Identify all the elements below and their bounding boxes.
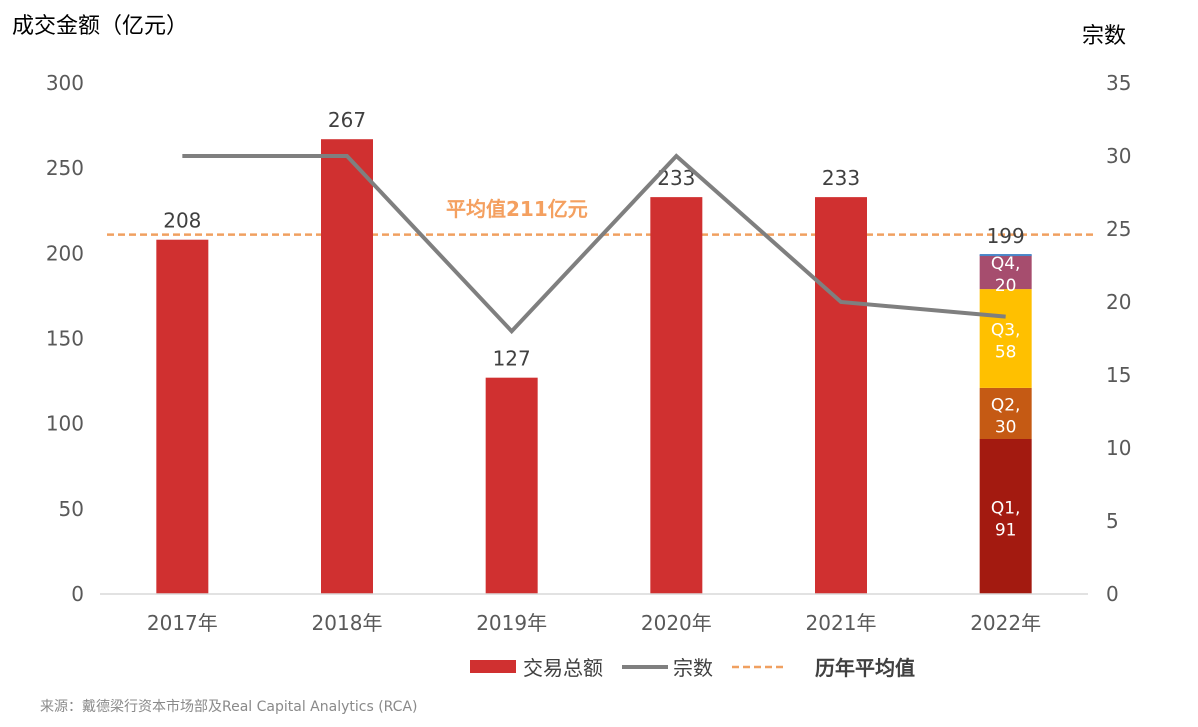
right-tick-label: 20	[1106, 290, 1131, 314]
bar-value-label: 127	[493, 347, 531, 371]
line-layer	[182, 153, 1006, 335]
x-tick-label: 2022年	[970, 611, 1041, 635]
x-tick-label: 2020年	[641, 611, 712, 635]
left-tick-label: 200	[46, 241, 84, 265]
right-tick-label: 0	[1106, 582, 1119, 606]
left-tick-label: 50	[59, 497, 84, 521]
left-tick-label: 0	[71, 582, 84, 606]
right-tick-label: 35	[1106, 71, 1131, 95]
left-tick-label: 250	[46, 156, 84, 180]
stack-segment	[979, 387, 1032, 439]
bar-value-label: 208	[163, 209, 201, 233]
stack-segment-value: 91	[995, 520, 1017, 540]
bar	[156, 239, 209, 594]
x-tick-label: 2018年	[312, 611, 383, 635]
x-tick-label: 2019年	[476, 611, 547, 635]
right-tick-label: 10	[1106, 436, 1131, 460]
bar	[321, 139, 373, 594]
left-tick-label: 300	[46, 71, 84, 95]
source-note: 来源：戴德梁行资本市场部及Real Capital Analytics (RCA…	[40, 699, 418, 715]
stack-segment	[979, 438, 1032, 594]
legend-label-average: 历年平均值	[815, 656, 915, 680]
stack-segment-value: 30	[995, 417, 1017, 437]
stack-segment-label: Q1,	[991, 498, 1021, 518]
right-tick-label: 15	[1106, 363, 1131, 387]
bar	[815, 197, 867, 594]
stack-segment-label: Q4,	[991, 254, 1021, 274]
right-axis-title: 宗数	[1082, 24, 1127, 49]
average-layer: 平均值211亿元	[107, 197, 1095, 236]
bar-value-label: 199	[987, 224, 1025, 248]
legend: 交易总额 宗数 历年平均值	[470, 656, 915, 680]
stack-segment	[979, 255, 1032, 290]
bar-value-label: 267	[328, 108, 366, 132]
bar-value-label: 233	[822, 166, 860, 190]
stack-segment-value: 20	[995, 276, 1017, 296]
stack-top-edge	[979, 254, 1032, 257]
right-tick-label: 5	[1106, 509, 1119, 533]
average-annotation: 平均值211亿元	[446, 197, 588, 221]
right-tick-label: 30	[1106, 144, 1131, 168]
stack-segment-label: Q3,	[991, 321, 1021, 341]
deal-count-line	[182, 153, 1006, 335]
legend-label-line: 宗数	[673, 656, 713, 680]
legend-label-bar: 交易总额	[523, 656, 603, 680]
right-tick-label: 25	[1106, 217, 1131, 241]
stack-segment-label: Q2,	[991, 395, 1021, 415]
stack-segment	[979, 289, 1032, 388]
bar	[485, 377, 538, 594]
bar	[650, 197, 703, 594]
legend-swatch-bar	[470, 660, 516, 673]
left-tick-label: 100	[46, 412, 84, 436]
left-tick-label: 150	[46, 327, 84, 351]
x-tick-label: 2017年	[147, 611, 218, 635]
x-tick-label: 2021年	[806, 611, 877, 635]
stack-segment-value: 58	[995, 343, 1017, 363]
left-axis-title: 成交金额（亿元）	[12, 14, 189, 39]
